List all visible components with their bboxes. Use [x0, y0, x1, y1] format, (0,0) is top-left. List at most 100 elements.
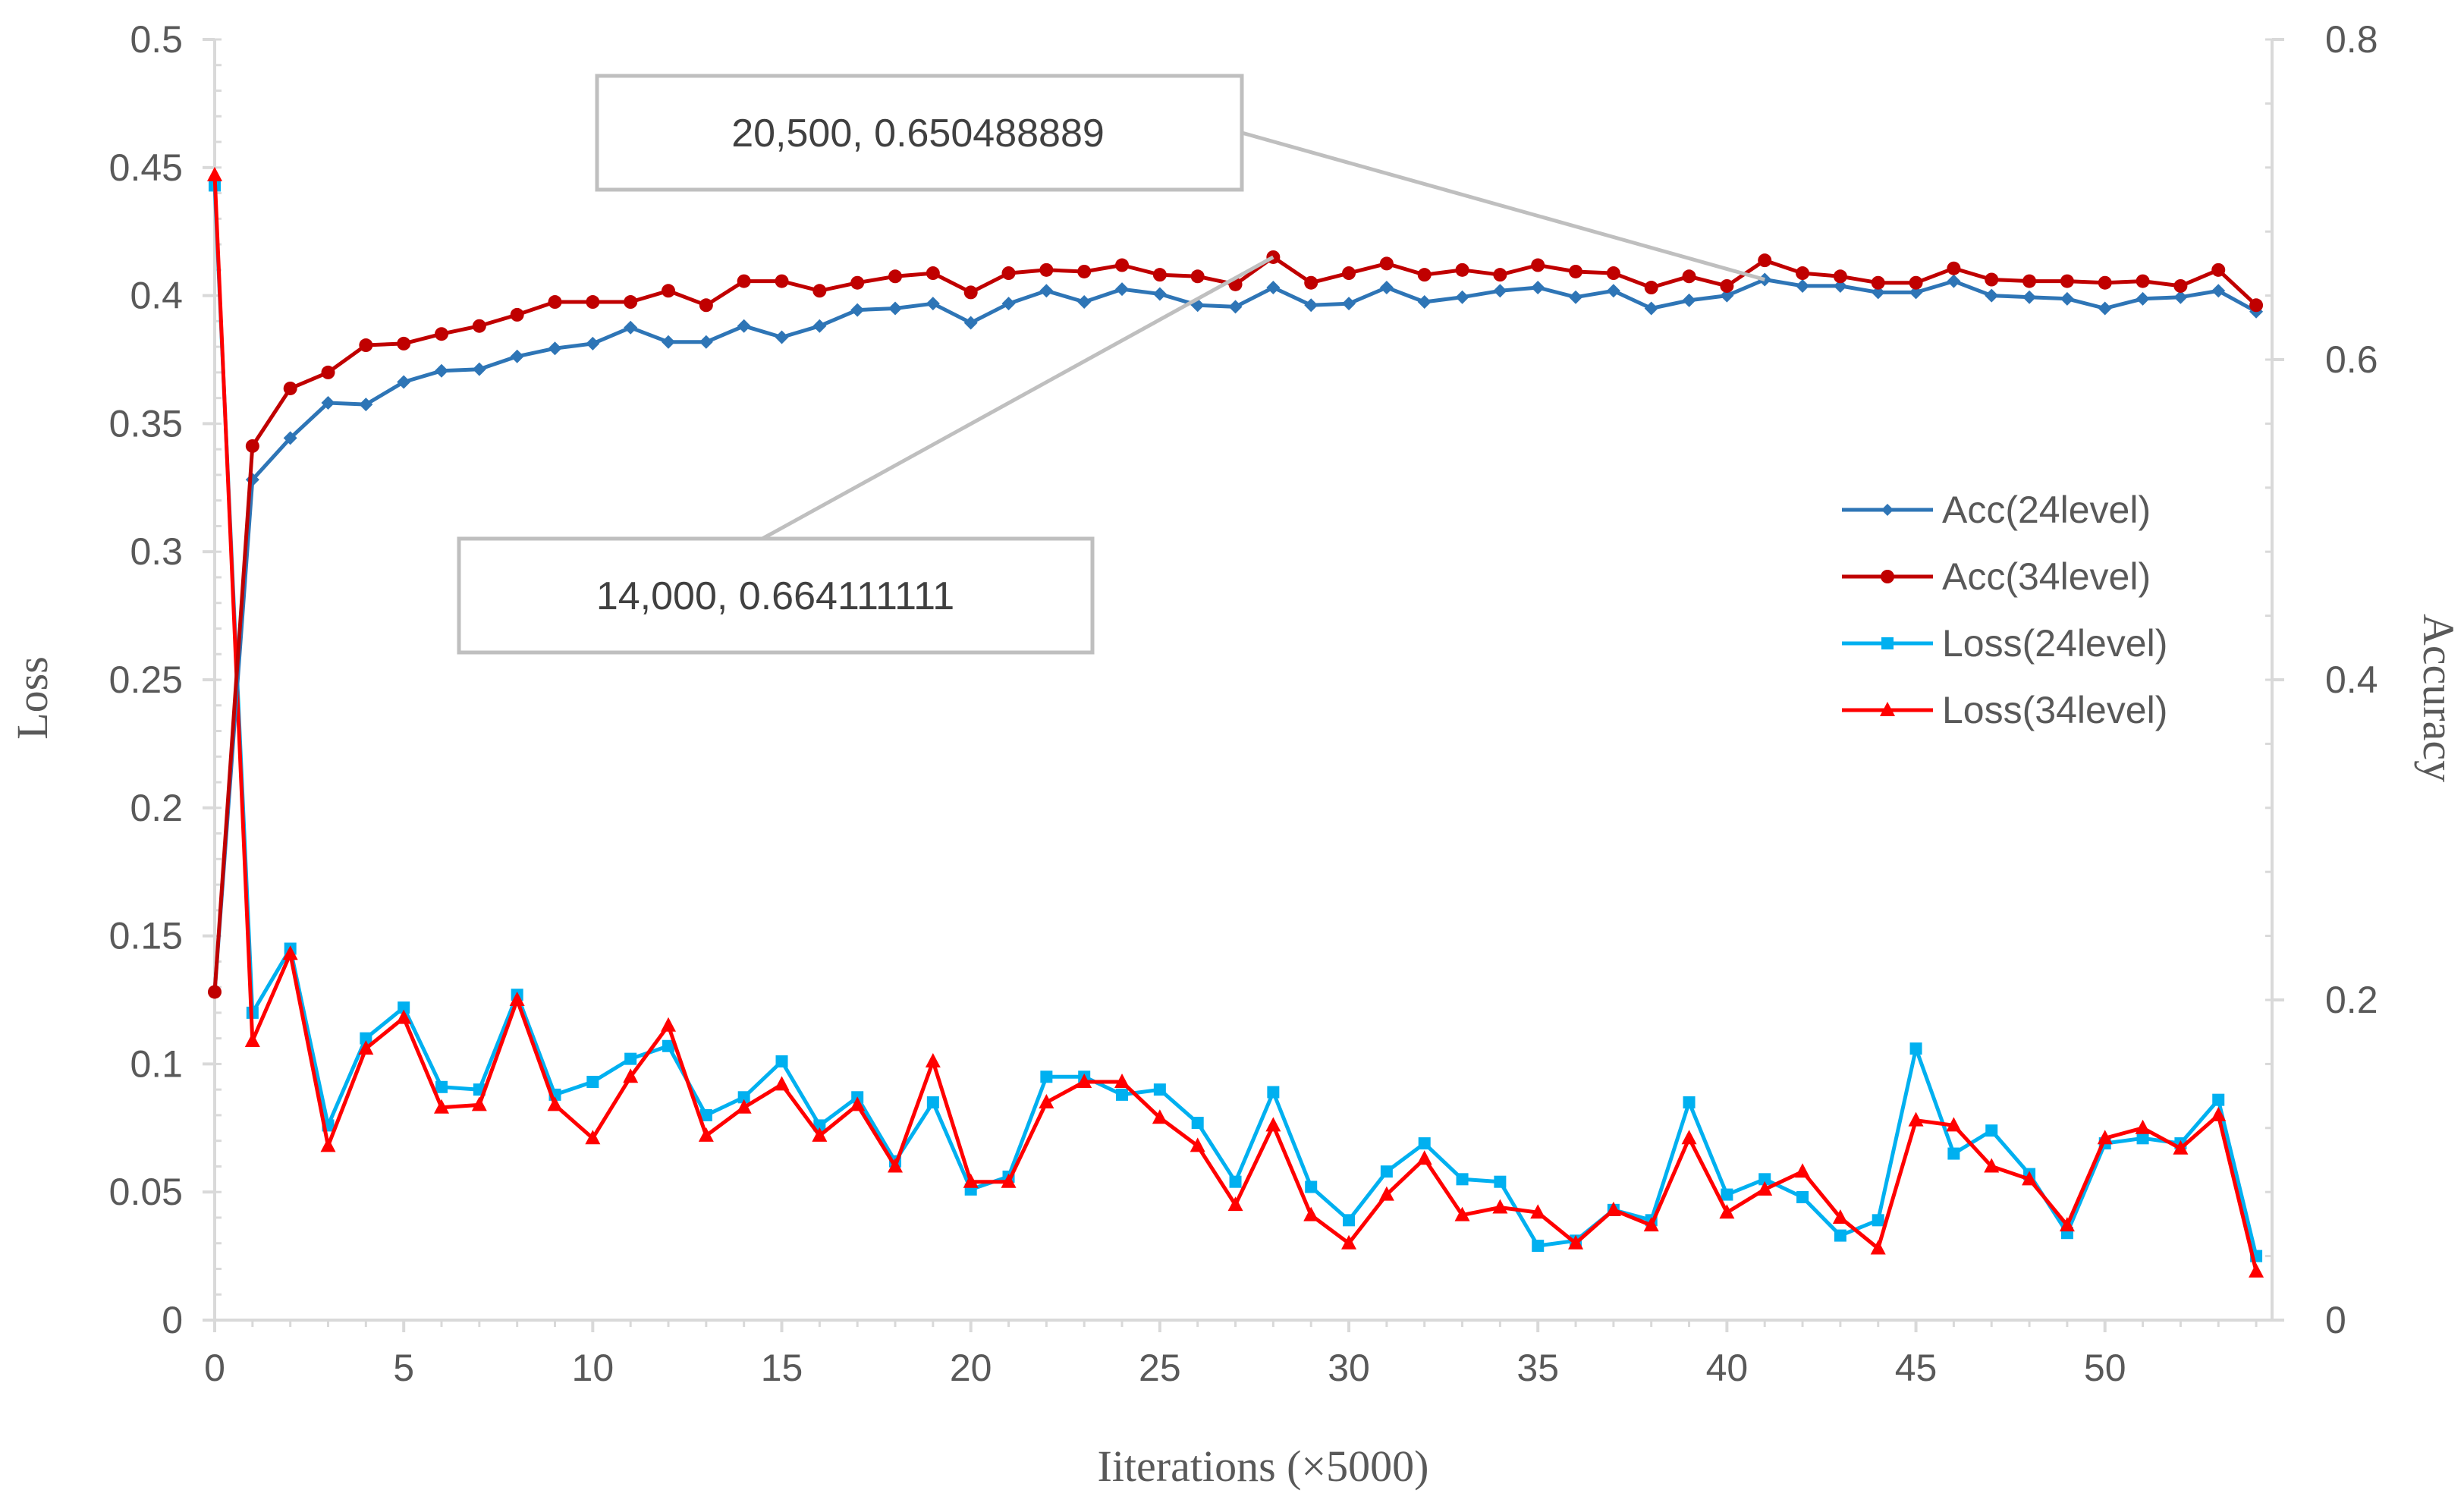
- legend-label: Acc(34level): [1942, 555, 2151, 598]
- data-point: [1267, 1086, 1280, 1099]
- legend-swatch-marker: [1881, 637, 1894, 649]
- data-point: [2060, 274, 2074, 288]
- data-point: [1871, 285, 1885, 300]
- data-point: [1341, 1234, 1357, 1250]
- data-point: [1378, 1186, 1394, 1201]
- data-point: [2173, 278, 2188, 293]
- data-point: [2212, 1093, 2225, 1106]
- data-point: [283, 431, 297, 445]
- data-point: [2173, 1140, 2189, 1155]
- legend-item[interactable]: Acc(34level): [1842, 555, 2151, 598]
- data-point: [850, 303, 865, 317]
- legend[interactable]: Acc(24level) Acc(34level) Loss(24level) Los…: [1842, 489, 2167, 731]
- data-point: [358, 1040, 374, 1055]
- data-point: [1040, 1070, 1053, 1083]
- data-point: [1946, 1117, 1962, 1132]
- x-axis-title: Iiterations (×5000): [1098, 1441, 1429, 1491]
- data-point: [359, 398, 373, 412]
- data-point: [1152, 268, 1167, 282]
- data-point: [1909, 285, 1923, 300]
- x-tick-label: 20: [950, 1347, 992, 1389]
- y-tick-label: 0.35: [109, 402, 183, 445]
- data-point: [1795, 1163, 1811, 1178]
- series-loss-24level-: [209, 179, 2263, 1262]
- x-tick-label: 40: [1706, 1347, 1749, 1389]
- data-point: [1342, 266, 1356, 281]
- callout-label: 20,500, 0.650488889: [731, 112, 1105, 156]
- data-point: [963, 316, 978, 330]
- data-point: [1947, 274, 1961, 288]
- data-point: [1265, 1117, 1281, 1132]
- data-point: [1985, 288, 1999, 303]
- data-point: [398, 1001, 410, 1014]
- data-point: [283, 381, 297, 395]
- data-point: [926, 1096, 939, 1109]
- data-point: [1643, 1217, 1659, 1232]
- data-point: [1569, 290, 1583, 304]
- callout-leader: [1241, 130, 1765, 281]
- x-tick-label: 25: [1139, 1347, 1181, 1389]
- data-point: [963, 1173, 979, 1188]
- y-tick-label: 0.15: [109, 915, 183, 957]
- data-point: [1076, 1074, 1092, 1089]
- data-point: [1682, 293, 1696, 307]
- data-point: [360, 1032, 372, 1045]
- data-point: [1493, 284, 1507, 298]
- data-point: [2136, 291, 2150, 306]
- callout-label: 14,000, 0.664111111: [596, 574, 954, 618]
- data-point: [510, 349, 524, 363]
- data-point: [1116, 1088, 1129, 1101]
- data-point: [2098, 301, 2112, 316]
- data-point: [1456, 1173, 1469, 1186]
- data-point: [1757, 1180, 1773, 1196]
- data-point: [1304, 275, 1318, 290]
- data-point: [1228, 300, 1243, 314]
- legend-label: Acc(24level): [1942, 489, 2151, 531]
- y-tick-label: 0.3: [130, 530, 183, 573]
- data-point: [1720, 278, 1734, 293]
- data-point: [662, 335, 676, 349]
- legend-item[interactable]: Loss(34level): [1842, 689, 2167, 731]
- legend-item[interactable]: Loss(24level): [1842, 622, 2167, 665]
- data-point: [2059, 1217, 2075, 1232]
- legend-swatch-marker: [1880, 702, 1895, 716]
- data-point: [2136, 1132, 2149, 1145]
- data-point: [509, 992, 525, 1006]
- legend-item[interactable]: Acc(24level): [1842, 489, 2151, 531]
- data-point: [1531, 281, 1545, 295]
- data-point: [2211, 263, 2226, 277]
- data-point: [1530, 1204, 1546, 1219]
- data-point: [1416, 1150, 1432, 1165]
- data-point: [359, 338, 373, 353]
- data-point: [1455, 263, 1469, 277]
- data-point: [434, 1099, 450, 1114]
- data-point: [321, 365, 335, 379]
- data-point: [1039, 1094, 1054, 1109]
- data-point: [1984, 1158, 2000, 1173]
- data-point: [888, 301, 903, 316]
- data-callout: 14,000, 0.664111111: [457, 255, 1274, 655]
- data-point: [1605, 1201, 1621, 1216]
- y2-tick-label: 0.6: [2325, 338, 2378, 381]
- data-point: [2022, 290, 2037, 304]
- data-point: [2097, 1130, 2113, 1145]
- y-tick-label: 0.2: [130, 787, 183, 829]
- data-point: [397, 336, 411, 351]
- data-point: [775, 274, 789, 288]
- data-point: [1001, 1173, 1017, 1188]
- axes: 00.050.10.150.20.250.30.350.40.450.500.2…: [109, 18, 2378, 1389]
- y2-tick-label: 0.2: [2325, 979, 2378, 1021]
- data-point: [1114, 1074, 1130, 1089]
- data-point: [1077, 264, 1092, 278]
- data-point: [812, 1127, 828, 1142]
- data-point: [1001, 297, 1016, 311]
- data-point: [1039, 263, 1054, 277]
- plot-area: [207, 166, 2264, 1278]
- data-point: [2211, 1106, 2227, 1121]
- data-point: [1758, 1173, 1771, 1186]
- data-point: [1379, 281, 1394, 295]
- legend-swatch-marker: [1881, 570, 1894, 583]
- data-point: [1683, 1096, 1696, 1109]
- y-axis-title: Loss: [8, 656, 57, 740]
- data-point: [1455, 290, 1469, 304]
